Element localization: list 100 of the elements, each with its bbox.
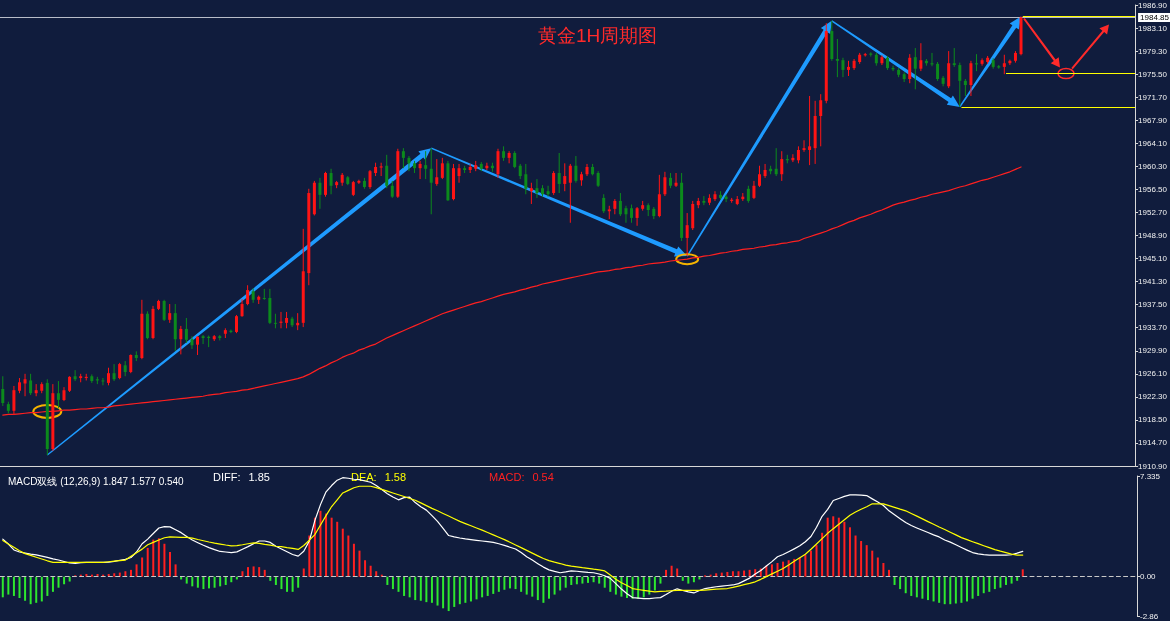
bar: [163, 543, 166, 577]
y-tick-label: 1952.70: [1138, 207, 1168, 217]
candlestick: [435, 158, 439, 187]
y-tick-label: 0.00: [1140, 572, 1157, 582]
bar: [369, 565, 372, 577]
bar: [687, 576, 690, 584]
candlestick: [329, 168, 333, 195]
bar: [938, 576, 941, 603]
bar: [949, 576, 952, 605]
candlestick: [184, 317, 188, 344]
candlestick: [196, 335, 200, 356]
bar: [531, 576, 534, 597]
y-tick-label: 1933.70: [1138, 323, 1168, 333]
bar: [481, 576, 484, 598]
candlestick: [496, 148, 500, 179]
candlestick: [324, 171, 327, 198]
bar: [475, 576, 478, 600]
annotation: DIFF:: [213, 470, 241, 483]
candlestick: [908, 53, 912, 84]
bar: [57, 576, 60, 588]
bar: [347, 535, 350, 577]
bar: [469, 576, 472, 602]
bar: [152, 539, 155, 577]
bar: [308, 535, 311, 577]
candlestick: [546, 185, 550, 198]
bar: [988, 576, 991, 592]
bar: [146, 547, 149, 577]
bar: [447, 576, 450, 612]
y-tick-label: 1926.10: [1138, 369, 1168, 379]
candlestick: [819, 93, 823, 147]
bar: [809, 550, 812, 577]
bar: [113, 573, 116, 577]
bar: [921, 576, 924, 599]
candlestick: [101, 377, 105, 386]
candlestick: [913, 47, 917, 90]
y-tick-label: 1945.10: [1138, 254, 1168, 264]
candlestick: [980, 57, 984, 67]
bar: [993, 576, 996, 590]
bar: [168, 552, 171, 577]
bar: [559, 576, 562, 591]
candlestick: [201, 334, 205, 345]
bar: [815, 545, 818, 577]
bar: [263, 569, 266, 577]
candlestick: [835, 38, 839, 78]
y-tick-label: 1941.30: [1138, 277, 1168, 287]
y-tick-label: 1986.90: [1138, 0, 1168, 10]
bar: [325, 513, 328, 577]
candlestick: [379, 162, 383, 177]
candlestick: [557, 152, 561, 194]
bar: [581, 576, 584, 584]
candlestick: [407, 155, 411, 172]
bar: [709, 574, 712, 577]
annotation: 0.54: [532, 470, 554, 483]
bar: [408, 576, 411, 598]
bar: [391, 576, 394, 590]
candlestick: [685, 212, 689, 257]
bar: [397, 576, 400, 592]
bar: [497, 576, 500, 592]
bar: [503, 576, 506, 590]
bar: [1010, 576, 1013, 584]
candlestick: [780, 150, 784, 182]
candlestick: [702, 195, 706, 206]
candlestick: [936, 61, 940, 82]
candlestick: [969, 60, 973, 97]
text: 黄金1H周期图: [538, 25, 658, 46]
candlestick: [952, 47, 956, 68]
candlestick: [624, 205, 628, 224]
bar: [932, 576, 935, 602]
bar: [960, 576, 963, 603]
bar: [258, 567, 261, 577]
bar: [51, 576, 54, 592]
bar: [241, 571, 244, 577]
bar: [90, 574, 93, 577]
candlestick: [56, 380, 60, 409]
bar: [915, 576, 918, 598]
bar: [458, 576, 461, 605]
candlestick: [429, 147, 433, 215]
bar: [520, 576, 523, 592]
bar: [319, 510, 322, 577]
bar: [692, 576, 695, 583]
bar: [832, 516, 835, 577]
candlestick: [1, 375, 5, 407]
bar: [804, 554, 807, 577]
bar: [386, 576, 389, 585]
y-tick-label: 1910.90: [1138, 461, 1168, 471]
bar: [876, 557, 879, 577]
bar: [430, 576, 433, 603]
bar: [782, 561, 785, 577]
bar: [453, 576, 456, 607]
bar: [252, 566, 255, 577]
candlestick: [162, 299, 166, 322]
candlestick: [73, 369, 77, 382]
ref-line-label: 1984.85: [1140, 12, 1170, 22]
bar: [587, 576, 590, 583]
candlestick: [385, 154, 389, 189]
bar: [899, 576, 902, 590]
candlestick: [574, 155, 578, 184]
candlestick: [357, 179, 361, 185]
bar: [29, 576, 32, 605]
candlestick: [763, 163, 767, 179]
